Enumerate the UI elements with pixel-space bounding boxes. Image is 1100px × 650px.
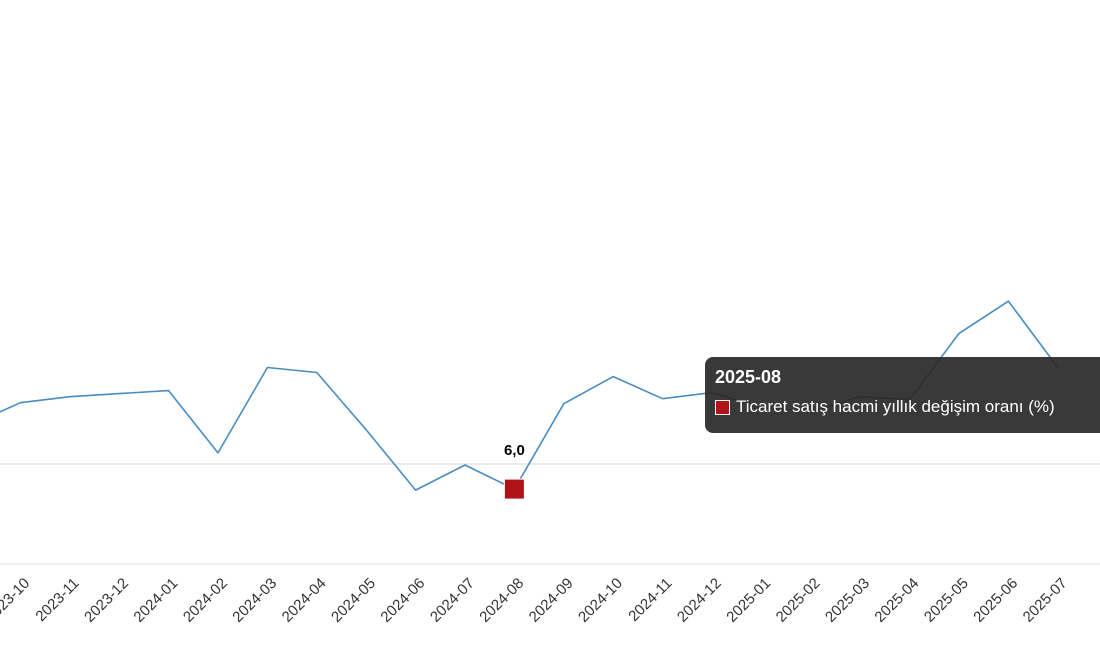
- data-point[interactable]: [1003, 296, 1013, 306]
- x-tick-label: 2024-10: [575, 575, 626, 626]
- x-tick-label: 2024-12: [674, 575, 725, 626]
- series-markers: [15, 296, 1013, 500]
- x-tick-label: 2023-11: [32, 575, 82, 625]
- x-tick-label: 2023-12: [81, 575, 132, 626]
- x-tick-label: 2024-07: [427, 575, 478, 626]
- x-tick-label: 2024-08: [476, 575, 527, 626]
- tooltip-series-label: Ticaret satış hacmi yıllık değişim oranı…: [736, 397, 1055, 416]
- x-tick-label: 2024-11: [625, 575, 675, 625]
- data-point[interactable]: [213, 448, 223, 458]
- x-tick-label: 2024-01: [130, 575, 181, 626]
- tooltip-title: 2025-08: [715, 367, 782, 387]
- data-point[interactable]: [15, 398, 25, 408]
- tooltip-series-row: Ticaret satış hacmi yıllık değişim oranı…: [715, 397, 1100, 417]
- x-tick-label: 2024-03: [229, 575, 280, 626]
- x-tick-label: 2024-09: [526, 575, 577, 626]
- x-tick-label: 2024-04: [279, 575, 330, 626]
- data-point[interactable]: [312, 368, 322, 378]
- data-point[interactable]: [954, 328, 964, 338]
- data-point[interactable]: [262, 363, 272, 373]
- x-tick-label: 2025-01: [723, 575, 774, 626]
- data-point[interactable]: [460, 460, 470, 470]
- data-point[interactable]: [164, 386, 174, 396]
- data-point[interactable]: [411, 485, 421, 495]
- x-tick-label: 2025-06: [970, 575, 1021, 626]
- x-tick-label: 2023-10: [0, 575, 33, 626]
- data-point[interactable]: [559, 399, 569, 409]
- x-tick-label: 2024-02: [180, 575, 231, 626]
- x-tick-label: 2024-06: [377, 575, 428, 626]
- highlighted-data-point[interactable]: [503, 478, 525, 500]
- data-point[interactable]: [65, 392, 75, 402]
- x-tick-label: 2025-05: [921, 575, 972, 626]
- x-tick-label: 2024-05: [328, 575, 379, 626]
- x-tick-label: 2025-07: [1020, 575, 1071, 626]
- x-tick-label: 2025-03: [822, 575, 873, 626]
- data-point[interactable]: [361, 425, 371, 435]
- data-point[interactable]: [114, 389, 124, 399]
- x-tick-label: 2025-02: [773, 575, 824, 626]
- tooltip-series-swatch: [715, 399, 730, 415]
- data-label: 6,0: [504, 442, 525, 459]
- data-point[interactable]: [608, 372, 618, 382]
- x-tick-label: 2025-04: [871, 575, 922, 626]
- x-axis-tick-labels: 2023-092023-102023-112023-122024-012024-…: [0, 575, 1071, 626]
- chart-tooltip: 2025-08 Ticaret satış hacmi yıllık değiş…: [705, 357, 1100, 433]
- data-point[interactable]: [658, 394, 668, 404]
- data-labels: 6,0: [504, 442, 525, 459]
